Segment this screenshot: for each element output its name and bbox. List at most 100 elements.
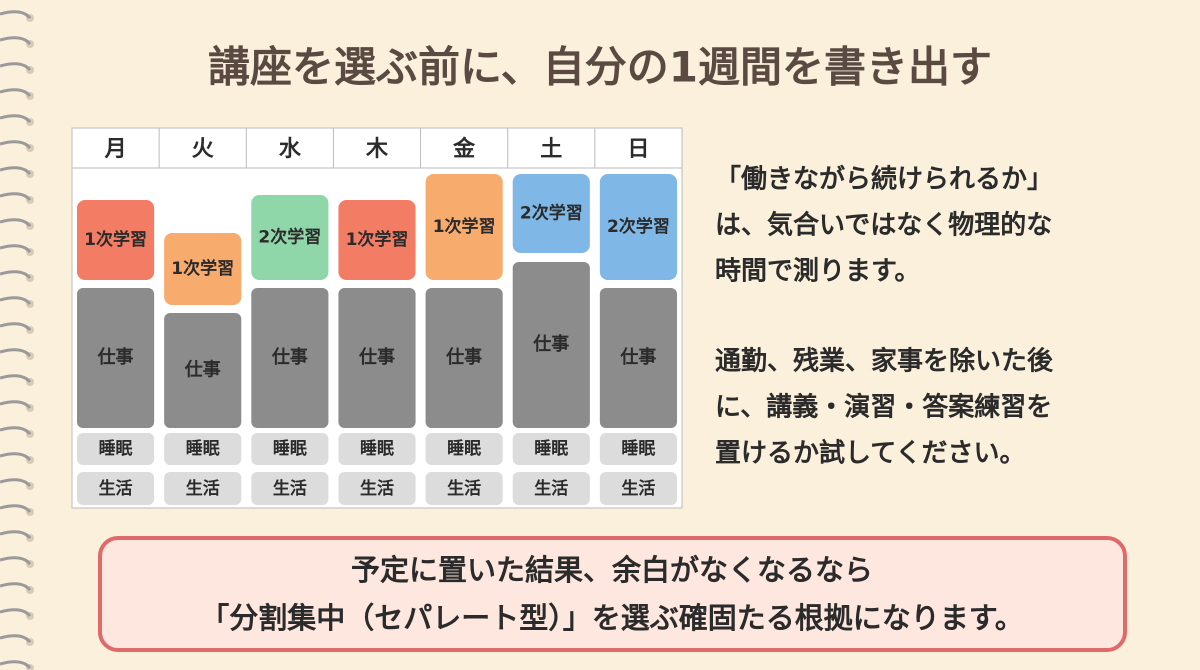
- body-line: に、講義・演習・答案練習を: [715, 392, 1052, 423]
- work-label: 仕事: [619, 346, 656, 368]
- day-label: 金: [452, 136, 476, 162]
- sleep-block: [77, 433, 155, 465]
- ring: [0, 348, 32, 358]
- ring: [0, 582, 32, 592]
- ring: [0, 166, 32, 176]
- ring: [0, 426, 32, 436]
- study-label: 1次学習: [346, 229, 409, 250]
- study-label: 2次学習: [607, 216, 670, 237]
- ring: [0, 374, 32, 384]
- ring: [0, 660, 32, 670]
- work-block: [425, 288, 503, 428]
- work-label: 仕事: [358, 346, 395, 368]
- work-label: 仕事: [532, 333, 569, 355]
- ring: [0, 556, 32, 566]
- life-label: 生活: [534, 478, 568, 499]
- work-block: [77, 288, 155, 428]
- body-line: 置けるか試してください。: [715, 438, 1025, 469]
- ring: [0, 62, 32, 72]
- callout-line: 「分割集中（セパレート型）」を選ぶ確固たる根拠になります。: [200, 601, 1024, 635]
- work-block: [164, 313, 242, 428]
- life-block: [251, 472, 329, 505]
- study-block: [164, 233, 242, 305]
- body-line: は、気合いではなく物理的な: [715, 210, 1052, 241]
- sleep-block: [425, 433, 503, 465]
- work-block: [338, 288, 416, 428]
- sleep-block: [164, 433, 242, 465]
- work-block: [512, 262, 590, 428]
- title: 講座を選ぶ前に、自分の1週間を書き出す: [208, 43, 992, 92]
- sleep-label: 睡眠: [273, 438, 307, 459]
- day-label: 火: [192, 137, 214, 162]
- study-label: 1次学習: [433, 216, 496, 237]
- ring: [0, 218, 32, 228]
- sleep-label: 睡眠: [447, 438, 481, 459]
- sleep-label: 睡眠: [186, 438, 220, 459]
- study-block: [425, 174, 503, 280]
- ring: [0, 270, 32, 280]
- ring: [0, 322, 32, 332]
- ring: [0, 140, 32, 150]
- ring: [0, 504, 32, 514]
- body-line: 「働きながら続けられるか」: [715, 164, 1053, 195]
- ring: [0, 452, 32, 462]
- work-label: 仕事: [184, 359, 221, 381]
- day-label: 水: [279, 137, 302, 162]
- sleep-block: [251, 433, 329, 465]
- body-line: 時間で測ります。: [715, 257, 920, 287]
- ring: [0, 192, 32, 202]
- study-label: 2次学習: [520, 203, 583, 224]
- ring: [0, 36, 32, 46]
- life-block: [338, 472, 416, 505]
- work-block: [599, 288, 677, 428]
- work-label: 仕事: [271, 346, 308, 368]
- day-label: 木: [365, 137, 389, 162]
- ring: [0, 10, 32, 20]
- study-label: 1次学習: [171, 258, 234, 279]
- sleep-block: [338, 433, 416, 465]
- sleep-label: 睡眠: [534, 438, 568, 459]
- ring: [0, 478, 32, 488]
- study-block: [599, 174, 677, 280]
- sleep-label: 睡眠: [621, 438, 655, 459]
- day-label: 日: [627, 137, 649, 162]
- work-block: [251, 288, 329, 428]
- study-block: [512, 174, 590, 253]
- ring: [0, 608, 32, 618]
- body-text: 「働きながら続けられるか」は、気合いではなく物理的な時間で測ります。通勤、残業、…: [715, 164, 1054, 469]
- sleep-label: 睡眠: [360, 438, 394, 459]
- spiral-binding: [0, 10, 34, 670]
- life-label: 生活: [99, 478, 133, 499]
- sleep-block: [599, 433, 677, 465]
- life-label: 生活: [186, 478, 220, 499]
- life-label: 生活: [360, 478, 394, 499]
- work-label: 仕事: [445, 346, 482, 368]
- day-label: 土: [540, 137, 562, 162]
- life-block: [164, 472, 242, 505]
- callout: 予定に置いた結果、余白がなくなるなら「分割集中（セパレート型）」を選ぶ確固たる根…: [200, 553, 1024, 635]
- study-block: [251, 195, 329, 280]
- study-block: [338, 200, 416, 280]
- body-line: 通勤、残業、家事を除いた後: [715, 346, 1054, 377]
- ring: [0, 530, 32, 540]
- ring: [0, 634, 32, 644]
- life-block: [599, 472, 677, 505]
- study-block: [77, 200, 155, 280]
- sleep-block: [512, 433, 590, 465]
- ring: [0, 114, 32, 124]
- callout-box: [98, 536, 1127, 652]
- life-label: 生活: [621, 478, 655, 499]
- sleep-label: 睡眠: [99, 438, 133, 459]
- work-label: 仕事: [97, 346, 134, 368]
- ring: [0, 88, 32, 98]
- study-label: 1次学習: [84, 229, 147, 250]
- life-block: [77, 472, 155, 505]
- life-label: 生活: [447, 478, 481, 499]
- callout-line: 予定に置いた結果、余白がなくなるなら: [351, 553, 873, 587]
- life-block: [425, 472, 503, 505]
- ring: [0, 296, 32, 306]
- study-label: 2次学習: [258, 227, 321, 248]
